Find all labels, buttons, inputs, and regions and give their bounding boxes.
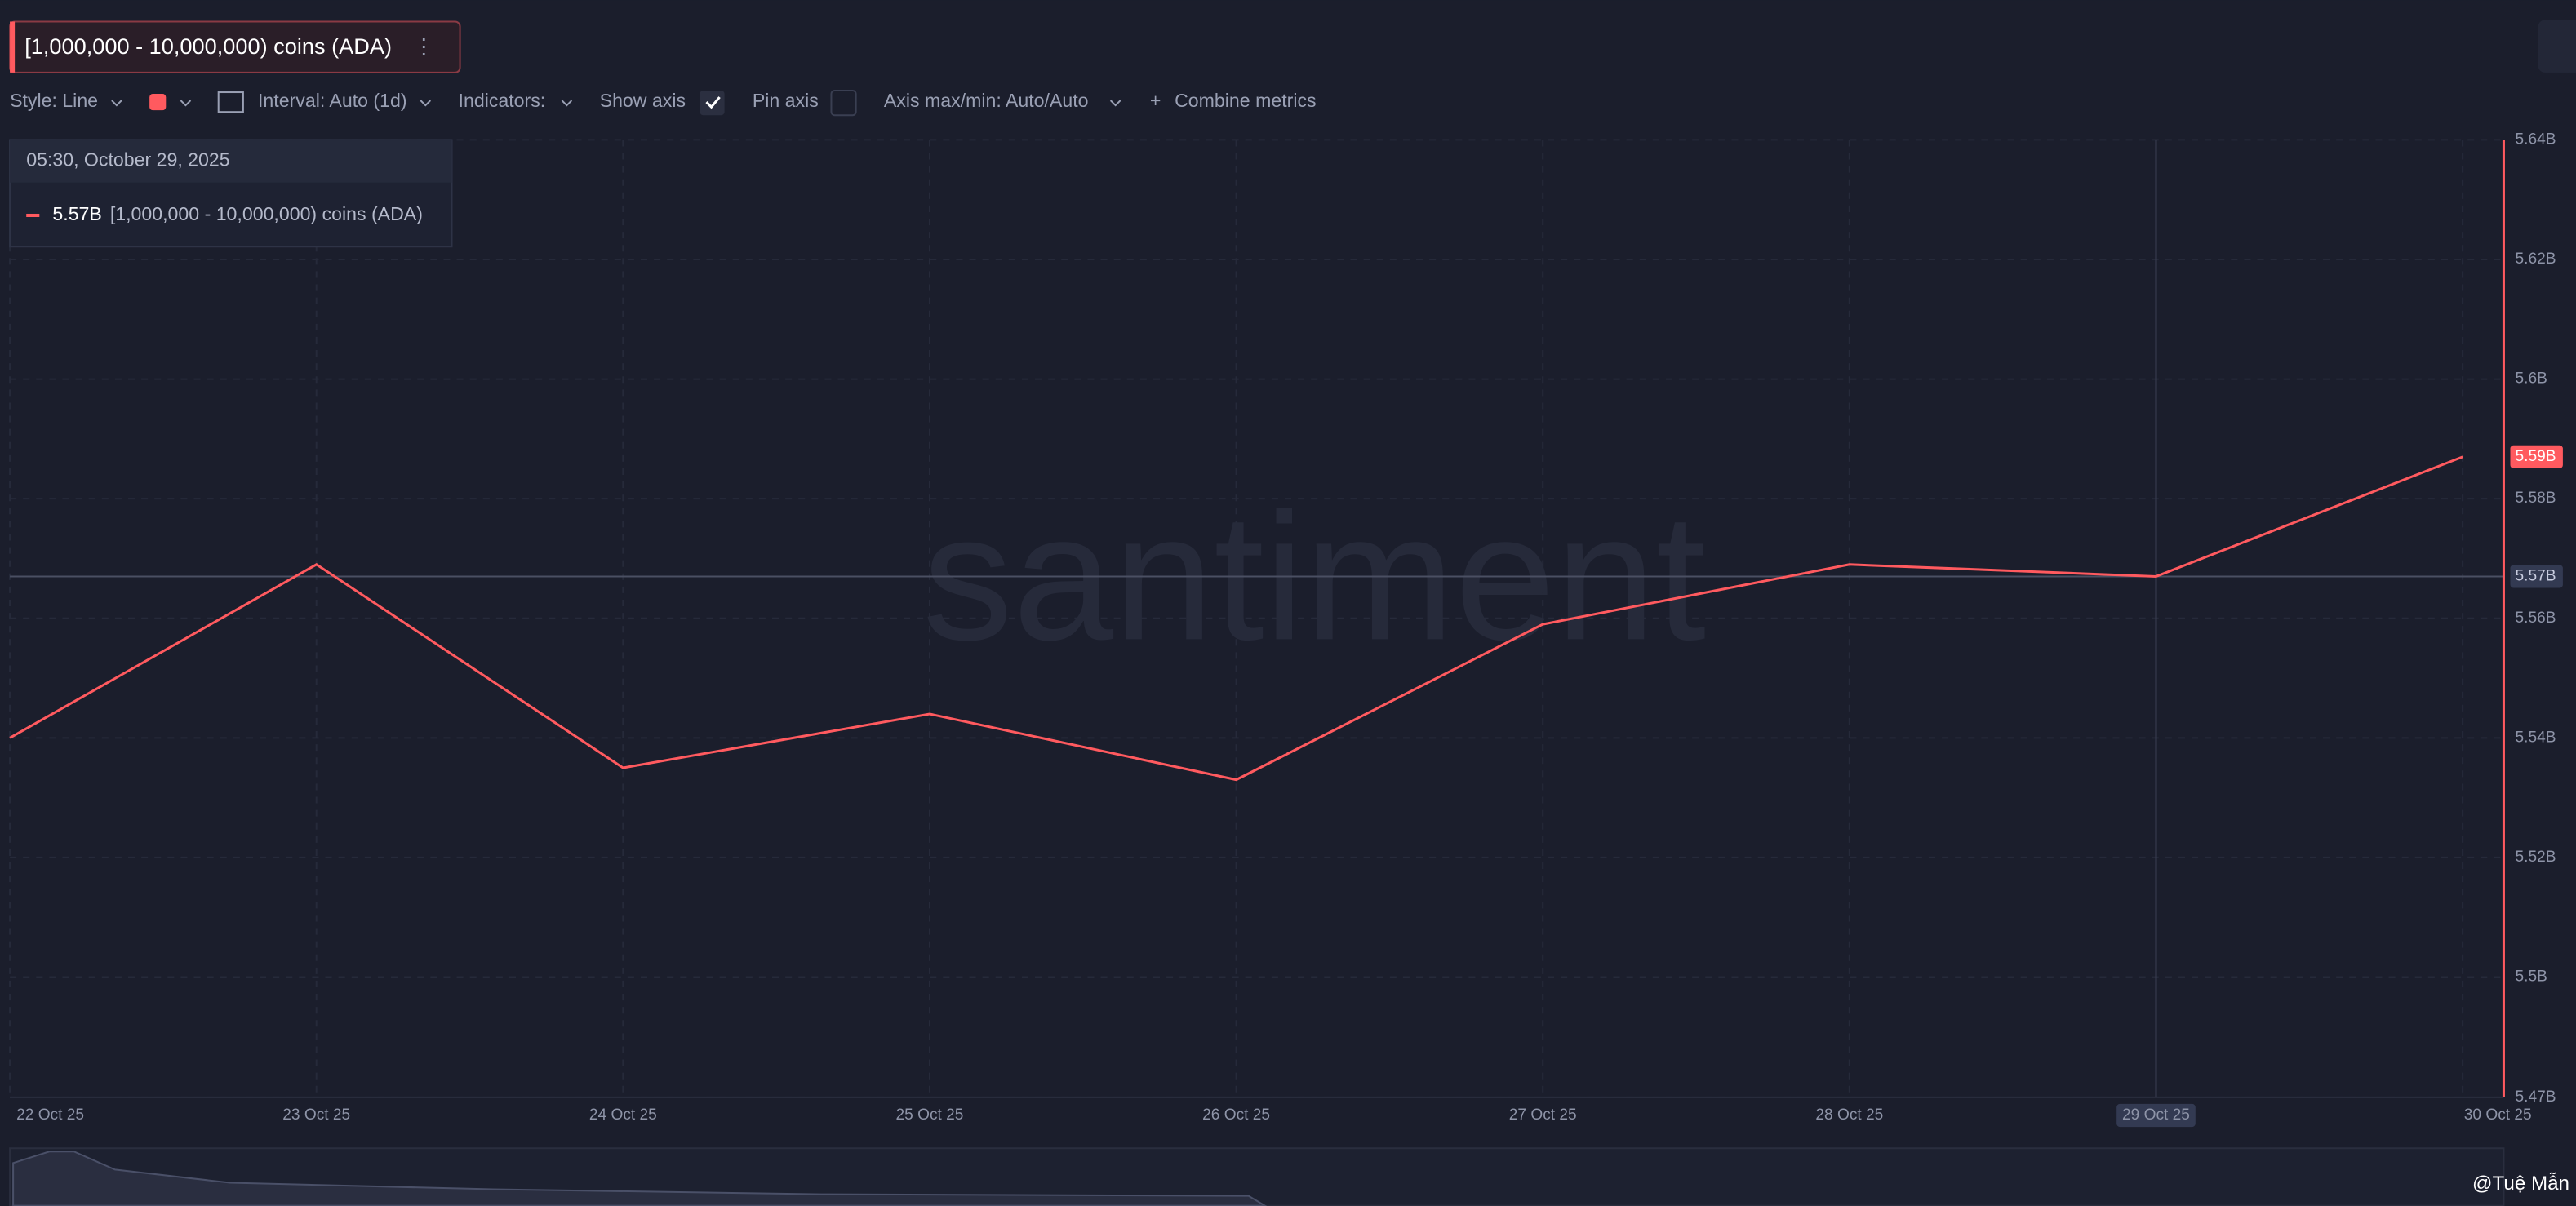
last-value-label: 5.59B bbox=[2516, 448, 2556, 465]
metric-menu[interactable]: ⋮ bbox=[413, 34, 434, 59]
tooltip-swatch bbox=[26, 213, 40, 218]
combine-icon: + bbox=[1150, 90, 1161, 111]
axis-minmax-select[interactable]: Axis max/min: Auto/Auto bbox=[884, 90, 1089, 111]
y-tick-label: 5.52B bbox=[2516, 849, 2556, 866]
last-value-bg bbox=[2510, 445, 2563, 468]
pin-axis-label: Pin axis bbox=[753, 90, 819, 111]
x-tick-label: 25 Oct 25 bbox=[896, 1106, 964, 1124]
style-select[interactable]: Style: Line bbox=[10, 90, 98, 111]
x-tick-label: 24 Oct 25 bbox=[589, 1106, 657, 1124]
show-axis-label: Show axis bbox=[600, 90, 686, 111]
crosshair-value-bg bbox=[2510, 565, 2563, 588]
x-tick-label: 22 Oct 25 bbox=[16, 1106, 84, 1124]
credit: @Tuệ Mẫn bbox=[2472, 1173, 2569, 1195]
chevron bbox=[111, 100, 122, 107]
y-tick-label: 5.64B bbox=[2516, 131, 2556, 148]
y-tick-label: 5.58B bbox=[2516, 490, 2556, 507]
x-tick-label: 30 Oct 25 bbox=[2464, 1106, 2532, 1124]
checkmark bbox=[705, 96, 721, 109]
combine-metrics[interactable]: Combine metrics bbox=[1175, 90, 1316, 111]
chevron bbox=[180, 100, 192, 107]
crosshair-x-bg bbox=[2116, 1103, 2196, 1128]
chevron bbox=[420, 100, 432, 107]
x-tick-label: 27 Oct 25 bbox=[1509, 1106, 1577, 1124]
y-tick-label: 5.47B bbox=[2516, 1089, 2556, 1106]
chevron bbox=[561, 100, 573, 107]
tooltip-value: 5.57B bbox=[52, 203, 101, 224]
chevron bbox=[1109, 100, 1121, 107]
x-tick-label: 26 Oct 25 bbox=[1202, 1106, 1270, 1124]
x-tick-label: 23 Oct 25 bbox=[282, 1106, 350, 1124]
y-tick-label: 5.54B bbox=[2516, 729, 2556, 746]
tooltip-time: 05:30, October 29, 2025 bbox=[26, 149, 229, 171]
side-button[interactable] bbox=[2538, 20, 2576, 73]
metric-color bbox=[10, 21, 16, 73]
interval-icon bbox=[217, 91, 244, 113]
x-tick-label: 29 Oct 25 bbox=[2122, 1106, 2190, 1124]
crosshair-value-label: 5.57B bbox=[2516, 567, 2556, 584]
tooltip-header bbox=[10, 140, 452, 183]
y-tick-label: 5.56B bbox=[2516, 610, 2556, 627]
y-tick-label: 5.5B bbox=[2516, 969, 2547, 986]
metric-title: [1,000,000 - 10,000,000) coins (ADA) bbox=[24, 33, 392, 59]
y-tick-label: 5.62B bbox=[2516, 251, 2556, 268]
series-line bbox=[9, 455, 2463, 782]
indicators-select[interactable]: Indicators: bbox=[459, 90, 546, 111]
show-axis-checkbox[interactable] bbox=[700, 91, 725, 116]
toolbar: Style: Line Interval: Auto (1d) Indicato… bbox=[10, 90, 1317, 117]
y-tick-label: 5.6B bbox=[2516, 370, 2547, 388]
tooltip-series: [1,000,000 - 10,000,000) coins (ADA) bbox=[110, 203, 423, 224]
interval-select[interactable]: Interval: Auto (1d) bbox=[258, 90, 407, 111]
pin-axis-checkbox[interactable] bbox=[830, 90, 857, 117]
x-tick-label: 28 Oct 25 bbox=[1815, 1106, 1883, 1124]
color-select[interactable] bbox=[149, 94, 167, 111]
